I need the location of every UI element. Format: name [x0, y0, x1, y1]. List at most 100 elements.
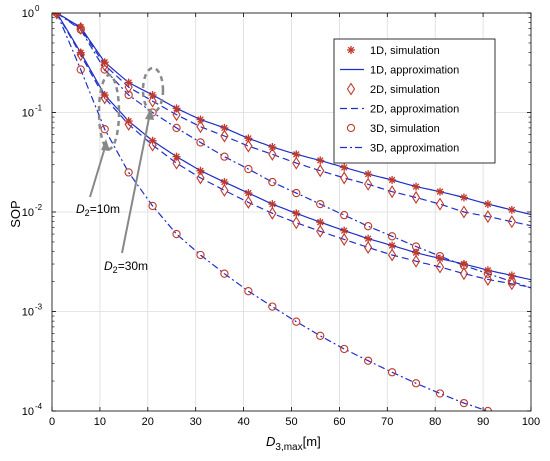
simulation-marker-2d: [411, 190, 421, 204]
x-tick-label: 90: [477, 416, 489, 428]
legend-label: 3D, approximation: [370, 143, 459, 155]
annotation-d2-30m: D2=30m: [104, 259, 148, 275]
simulation-marker-1d: [364, 170, 373, 179]
legend-marker-3d: [346, 123, 356, 133]
simulation-marker-3d: [435, 389, 445, 398]
x-axis-label-base: D: [266, 434, 275, 449]
simulation-marker-3d: [387, 232, 397, 241]
simulation-marker-1d: [316, 218, 325, 227]
approximation-line-3d: [56, 13, 490, 411]
x-axis: 0 10 20 30 40 50 60 70 80 90 100: [49, 13, 540, 428]
simulation-marker-1d: [435, 187, 444, 196]
simulation-marker-3d: [76, 25, 85, 34]
simulation-marker-3d: [340, 210, 349, 220]
simulation-marker-3d: [220, 269, 229, 278]
arrow-d2-10m: [89, 143, 107, 198]
simulation-marker-2d: [387, 185, 397, 199]
simulation-marker-2d: [435, 197, 445, 211]
simulation-marker-2d: [148, 138, 157, 152]
y-tick-label: 10: [22, 307, 34, 319]
simulation-marker-3d: [124, 168, 133, 177]
simulation-marker-3d: [76, 65, 85, 74]
simulation-marker-2d: [220, 183, 229, 197]
simulation-marker-2d: [340, 171, 349, 185]
simulation-marker-2d: [100, 91, 109, 105]
simulation-marker-2d: [363, 177, 373, 191]
simulation-marker-1d: [268, 200, 277, 209]
simulation-marker-2d: [387, 248, 397, 262]
simulation-marker-2d: [483, 210, 493, 224]
legend-label: 1D, approximation: [370, 65, 459, 77]
simulation-marker-2d: [363, 240, 373, 255]
simulation-marker-2d: [172, 156, 181, 170]
simulation-marker-1d: [244, 189, 253, 198]
simulation-marker-1d: [412, 182, 421, 191]
x-tick-label: 80: [429, 416, 441, 428]
simulation-marker-1d: [459, 260, 468, 269]
simulation-marker-3d: [292, 317, 301, 326]
simulation-marker-2d: [124, 117, 133, 131]
approximation-line-2d: [56, 13, 531, 227]
simulation-marker-3d: [316, 331, 325, 340]
simulation-marker-3d: [363, 356, 373, 365]
simulation-marker-1d: [388, 241, 397, 250]
y-tick-label: 10: [22, 108, 34, 120]
simulation-marker-2d: [435, 260, 445, 274]
legend-label: 2D, simulation: [370, 84, 440, 96]
simulation-marker-3d: [172, 229, 181, 239]
approximation-line-3d: [56, 13, 531, 289]
simulation-marker-2d: [244, 139, 253, 153]
simulation-marker-3d: [244, 287, 253, 296]
simulation-marker-2d: [52, 13, 61, 20]
x-tick-label: 20: [142, 416, 154, 428]
y-axis-label: SOP: [8, 200, 23, 227]
y-tick-exponent: -4: [35, 402, 43, 411]
simulation-markers: [52, 13, 516, 423]
simulation-marker-1d: [292, 209, 301, 218]
arrowhead-d2-30m: [145, 108, 154, 120]
y-tick-exponent: -3: [35, 303, 43, 312]
simulation-marker-2d: [196, 120, 205, 134]
simulation-marker-2d: [76, 48, 85, 62]
ellipse-d2-30m: [141, 66, 165, 114]
simulation-marker-3d: [411, 379, 421, 388]
x-axis-label: D3,max[m]: [266, 434, 321, 453]
simulation-marker-2d: [196, 171, 205, 185]
simulation-marker-2d: [292, 156, 301, 170]
arrowhead-d2-10m: [101, 139, 110, 151]
legend: 1D, simulation 1D, approximation 2D, simul…: [333, 38, 496, 164]
simulation-marker-2d: [483, 272, 493, 286]
legend-item: 1D, simulation: [347, 45, 440, 57]
simulation-marker-3d: [172, 123, 181, 133]
simulation-marker-1d: [340, 163, 349, 172]
simulation-marker-1d: [388, 175, 397, 184]
simulation-marker-3d: [100, 125, 109, 134]
legend-label: 1D, simulation: [370, 45, 440, 57]
x-axis-label-unit: [m]: [303, 434, 321, 449]
simulation-marker-1d: [196, 166, 205, 175]
simulation-marker-3d: [196, 138, 205, 147]
x-axis-label-sub: 3,max: [275, 442, 302, 453]
simulation-marker-2d: [292, 216, 301, 230]
legend-box: [333, 38, 496, 164]
simulation-marker-3d: [268, 302, 277, 311]
x-tick-label: 0: [49, 416, 55, 428]
simulation-marker-3d: [340, 344, 349, 354]
arrow-d2-30m: [121, 112, 151, 254]
annotation-d2-10m: D2=10m: [76, 202, 120, 218]
simulation-marker-3d: [508, 416, 515, 423]
simulation-marker-2d: [316, 224, 325, 238]
simulation-marker-2d: [124, 80, 133, 94]
x-tick-label: 100: [522, 416, 540, 428]
simulation-marker-2d: [268, 147, 277, 161]
simulation-marker-3d: [363, 222, 373, 231]
legend-item: 1D, approximation: [340, 65, 459, 77]
simulation-marker-3d: [148, 201, 157, 211]
legend-label: 2D, approximation: [370, 104, 459, 116]
legend-item: 3D, simulation: [346, 123, 440, 135]
simulation-marker-2d: [268, 206, 277, 220]
simulation-marker-2d: [220, 129, 229, 143]
y-tick-label: 10: [22, 207, 34, 219]
simulation-marker-1d: [196, 115, 205, 124]
